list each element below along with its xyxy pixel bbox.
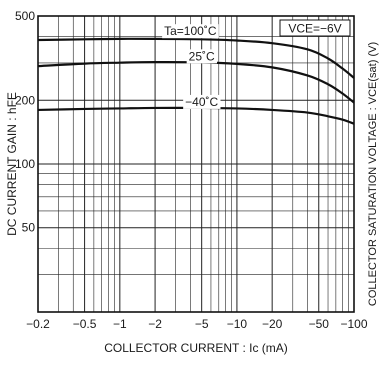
tick-labels: −0.2 −0.5 −1 −2 −5 −10 −20 −50 −100 500 200 100 50 [15,9,368,331]
x-tick-label: −0.2 [26,317,50,331]
series-label: Ta=100˚C [164,24,217,38]
y-tick-label: 500 [15,9,35,23]
grid [37,15,355,313]
x-tick-label: −0.5 [73,317,97,331]
x-tick-label: −50 [309,317,330,331]
x-tick-label: −2 [148,317,162,331]
series-lines [37,37,355,125]
series-line-0 [37,37,355,79]
y-tick-label: 200 [15,93,35,107]
x-axis-label: COLLECTOR CURRENT : Ic (mA) [104,341,288,355]
series-line-1 [37,60,355,104]
x-tick-label: −1 [113,317,127,331]
condition-box-frame [279,19,351,37]
secondary-y-axis-label: COLLECTOR SATURATION VOLTAGE : VCE(sat) … [367,42,379,306]
series-label: 25˚C [189,49,215,63]
condition-label: VCE=−6V [288,22,341,36]
x-tick-label: −100 [340,317,367,331]
condition-box: VCE=−6V [279,19,351,37]
y-tick-label: 50 [22,221,36,235]
plot-frame [37,15,355,313]
x-tick-label: −5 [195,317,209,331]
y-axis-label: DC CURRENT GAIN : hFE [5,92,19,236]
x-tick-label: −10 [227,317,248,331]
series-label-bg [186,49,218,64]
series-line-2 [37,106,355,125]
series-label: −40˚C [185,95,218,109]
x-tick-label: −20 [262,317,283,331]
series-labels: Ta=100˚C 25˚C −40˚C [162,24,221,109]
y-tick-label: 100 [15,157,35,171]
series-label-bg [183,94,221,109]
series-label-bg [162,24,219,39]
